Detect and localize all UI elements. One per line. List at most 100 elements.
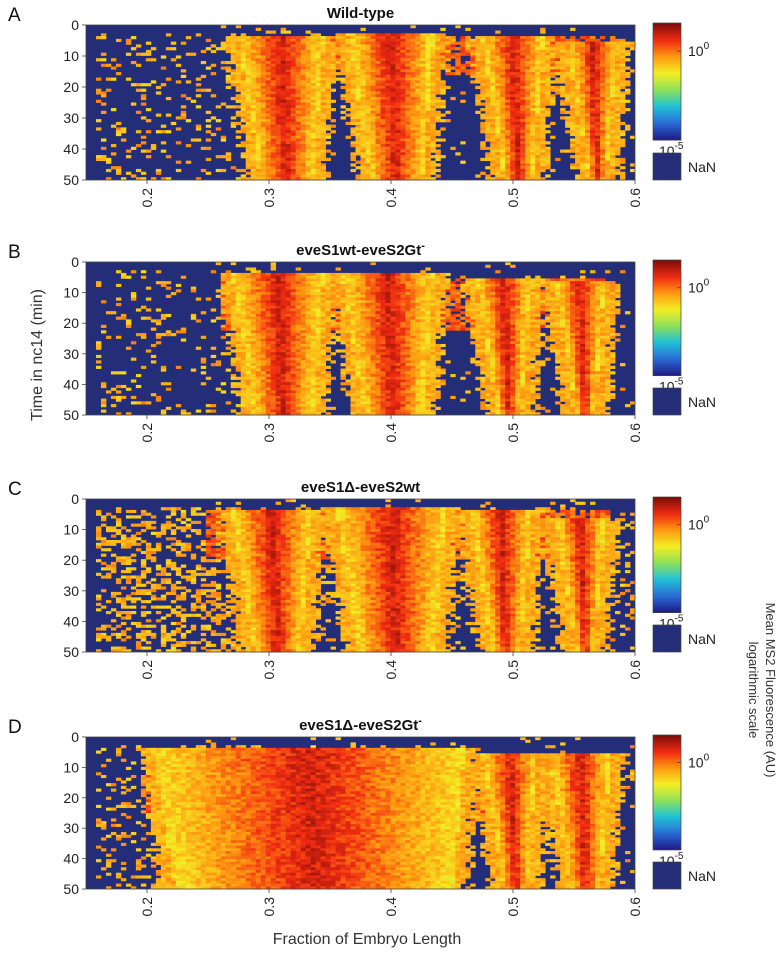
heatmap-cell	[385, 133, 390, 136]
heatmap-cell	[550, 50, 555, 53]
heatmap-cell	[271, 152, 276, 155]
heatmap-cell	[435, 308, 440, 311]
heatmap-cell	[306, 311, 311, 314]
heatmap-cell	[560, 276, 565, 279]
heatmap-cell	[281, 94, 286, 97]
heatmap-cell	[625, 75, 630, 78]
heatmap-cell	[301, 72, 306, 75]
heatmap-cell	[540, 64, 545, 67]
heatmap-cell	[415, 295, 420, 298]
heatmap-cell	[321, 308, 326, 311]
heatmap-cell	[415, 67, 420, 70]
heatmap-cell	[365, 163, 370, 166]
heatmap-cell	[356, 67, 361, 70]
heatmap-cell	[236, 111, 241, 114]
heatmap-cell	[326, 50, 331, 53]
heatmap-cell	[575, 47, 580, 50]
heatmap-cell	[590, 161, 595, 164]
heatmap-cell	[395, 39, 400, 42]
heatmap-cell	[575, 53, 580, 56]
heatmap-cell	[610, 144, 615, 147]
heatmap-cell	[610, 287, 615, 290]
heatmap-cell	[420, 103, 425, 106]
heatmap-cell	[470, 69, 475, 72]
heatmap-cell	[246, 273, 251, 276]
heatmap-cell	[570, 281, 575, 284]
heatmap-cell	[510, 116, 515, 119]
heatmap-cell	[445, 308, 450, 311]
heatmap-cell	[281, 122, 286, 125]
heatmap-cell	[505, 152, 510, 155]
heatmap-cell	[291, 103, 296, 106]
heatmap-cell	[380, 150, 385, 153]
heatmap-cell	[500, 89, 505, 92]
heatmap-cell	[570, 97, 575, 100]
heatmap-cell	[286, 36, 291, 39]
heatmap-cell	[306, 308, 311, 311]
heatmap-cell	[331, 100, 336, 103]
heatmap-cell	[445, 69, 450, 72]
heatmap-cell	[321, 100, 326, 103]
heatmap-cell	[336, 289, 341, 292]
heatmap-cell	[336, 33, 341, 36]
heatmap-cell	[520, 306, 525, 309]
heatmap-cell	[276, 133, 281, 136]
heatmap-cell	[525, 287, 530, 290]
heatmap-cell	[565, 130, 570, 133]
heatmap-cell	[395, 83, 400, 86]
heatmap-cell	[400, 150, 405, 153]
heatmap-cell	[241, 303, 246, 306]
heatmap-cell	[326, 69, 331, 72]
heatmap-cell	[241, 100, 246, 103]
heatmap-cell	[600, 174, 605, 177]
heatmap-cell	[351, 119, 356, 122]
heatmap-cell	[390, 130, 395, 133]
heatmap-cell	[610, 78, 615, 81]
heatmap-cell	[435, 158, 440, 161]
heatmap-cell	[311, 69, 316, 72]
heatmap-cell	[291, 158, 296, 161]
heatmap-cell	[420, 50, 425, 53]
heatmap-cell	[440, 28, 445, 31]
heatmap-cell	[316, 67, 321, 70]
heatmap-cell	[425, 276, 430, 279]
heatmap-cell	[296, 119, 301, 122]
heatmap-cell	[390, 287, 395, 290]
heatmap-cell	[410, 281, 415, 284]
heatmap-cell	[610, 89, 615, 92]
heatmap-cell	[500, 166, 505, 169]
heatmap-cell	[141, 150, 146, 153]
heatmap-cell	[530, 278, 535, 281]
heatmap-cell	[425, 100, 430, 103]
heatmap-cell	[365, 303, 370, 306]
heatmap-cell	[545, 150, 550, 153]
heatmap-cell	[301, 174, 306, 177]
heatmap-cell	[321, 163, 326, 166]
heatmap-cell	[231, 53, 236, 56]
heatmap-cell	[291, 111, 296, 114]
heatmap-cell	[261, 55, 266, 58]
heatmap-cell	[500, 42, 505, 45]
heatmap-cell	[510, 136, 515, 139]
heatmap-cell	[490, 89, 495, 92]
heatmap-cell	[435, 61, 440, 64]
heatmap-cell	[415, 64, 420, 67]
heatmap-cell	[395, 105, 400, 108]
heatmap-cell	[281, 303, 286, 306]
heatmap-cell	[570, 78, 575, 81]
heatmap-cell	[435, 42, 440, 45]
heatmap-cell	[96, 89, 101, 92]
heatmap-cell	[520, 69, 525, 72]
heatmap-cell	[301, 150, 306, 153]
heatmap-cell	[246, 295, 251, 298]
heatmap-cell	[445, 298, 450, 301]
heatmap-cell	[316, 114, 321, 117]
heatmap-cell	[615, 55, 620, 58]
heatmap-cell	[281, 147, 286, 150]
heatmap-cell	[246, 138, 251, 141]
heatmap-cell	[281, 152, 286, 155]
heatmap-cell	[490, 75, 495, 78]
heatmap-cell	[316, 278, 321, 281]
heatmap-cell	[625, 44, 630, 47]
heatmap-cell	[246, 111, 251, 114]
